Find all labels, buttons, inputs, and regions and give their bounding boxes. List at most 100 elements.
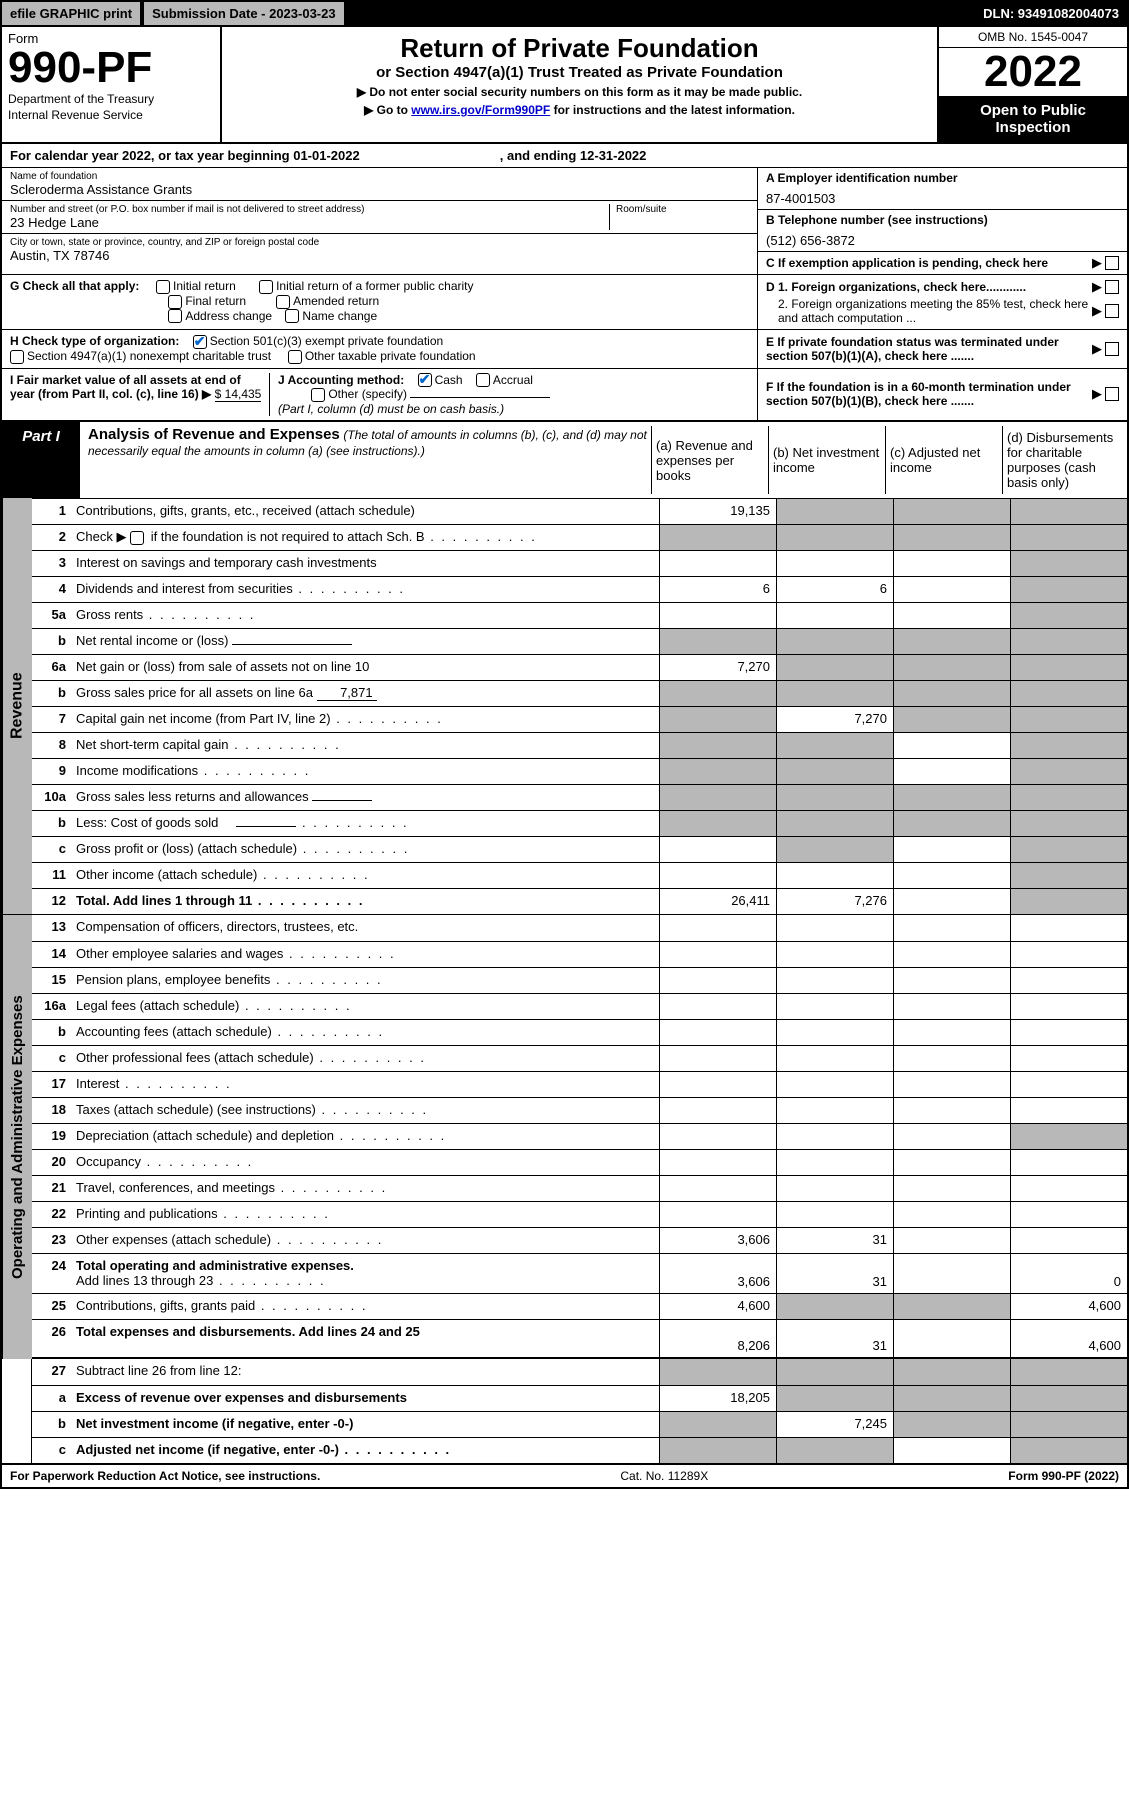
d2-checkbox[interactable] xyxy=(1105,304,1119,318)
line27-section: 27Subtract line 26 from line 12: aExcess… xyxy=(2,1359,1127,1463)
footer-center: Cat. No. 11289X xyxy=(320,1469,1008,1483)
l7-b: 7,270 xyxy=(776,707,893,732)
e-checkbox[interactable] xyxy=(1105,342,1119,356)
h1: Section 501(c)(3) exempt private foundat… xyxy=(210,334,443,348)
l10b-num: b xyxy=(32,811,72,836)
form-title: Return of Private Foundation xyxy=(232,33,927,64)
j2-checkbox[interactable] xyxy=(476,373,490,387)
dept-treasury: Department of the Treasury xyxy=(8,92,214,106)
e-label: E If private foundation status was termi… xyxy=(766,335,1092,363)
g5: Address change xyxy=(185,309,272,323)
c-checkbox[interactable] xyxy=(1105,256,1119,270)
section-h-e: H Check type of organization: Section 50… xyxy=(2,330,1127,369)
section-i-j-f: I Fair market value of all assets at end… xyxy=(2,369,1127,423)
c-cell: C If exemption application is pending, c… xyxy=(758,252,1127,274)
g2-checkbox[interactable] xyxy=(259,280,273,294)
l3-desc: Interest on savings and temporary cash i… xyxy=(72,551,659,576)
j2: Accrual xyxy=(493,373,533,387)
ein-cell: A Employer identification number 87-4001… xyxy=(758,168,1127,210)
l23-a: 3,606 xyxy=(659,1228,776,1253)
city-cell: City or town, state or province, country… xyxy=(2,234,757,266)
f-section: F If the foundation is in a 60-month ter… xyxy=(757,369,1127,421)
dln-label: DLN: 93491082004073 xyxy=(975,2,1127,25)
j3: Other (specify) xyxy=(328,387,407,401)
l10a-desc: Gross sales less returns and allowances xyxy=(72,785,659,810)
g2: Initial return of a former public charit… xyxy=(276,279,473,293)
l1-num: 1 xyxy=(32,499,72,524)
tax-year: 2022 xyxy=(939,48,1127,96)
name-label: Name of foundation xyxy=(10,171,749,182)
g1-checkbox[interactable] xyxy=(156,280,170,294)
l25-d: 4,600 xyxy=(1010,1294,1127,1319)
l10b-desc: Less: Cost of goods sold xyxy=(72,811,659,836)
g4-checkbox[interactable] xyxy=(276,295,290,309)
top-bar: efile GRAPHIC print Submission Date - 20… xyxy=(2,2,1127,27)
part1-label: Part I xyxy=(2,422,80,498)
line27-rows: 27Subtract line 26 from line 12: aExcess… xyxy=(32,1359,1127,1463)
foundation-name: Scleroderma Assistance Grants xyxy=(10,182,749,197)
note-link: ▶ Go to www.irs.gov/Form990PF for instru… xyxy=(232,103,927,117)
j-note: (Part I, column (d) must be on cash basi… xyxy=(278,402,504,416)
l4-desc: Dividends and interest from securities xyxy=(72,577,659,602)
g5-checkbox[interactable] xyxy=(168,309,182,323)
l4-num: 4 xyxy=(32,577,72,602)
l6b-desc: Gross sales price for all assets on line… xyxy=(72,681,659,706)
h3: Other taxable private foundation xyxy=(305,349,476,363)
l5b-desc: Net rental income or (loss) xyxy=(72,629,659,654)
l11-desc: Other income (attach schedule) xyxy=(72,863,659,888)
irs-label: Internal Revenue Service xyxy=(8,108,214,122)
l2-num: 2 xyxy=(32,525,72,550)
entity-right: A Employer identification number 87-4001… xyxy=(757,168,1127,274)
spacer xyxy=(2,1359,32,1463)
col-c-header: (c) Adjusted net income xyxy=(885,426,1002,494)
expenses-sidelabel: Operating and Administrative Expenses xyxy=(2,915,32,1359)
revenue-section: Revenue 1Contributions, gifts, grants, e… xyxy=(2,498,1127,914)
l1-desc: Contributions, gifts, grants, etc., rece… xyxy=(72,499,659,524)
h1-checkbox[interactable] xyxy=(193,335,207,349)
page-footer: For Paperwork Reduction Act Notice, see … xyxy=(2,1463,1127,1487)
d1-checkbox[interactable] xyxy=(1105,280,1119,294)
submission-date: Submission Date - 2023-03-23 xyxy=(144,2,344,25)
l6b-num: b xyxy=(32,681,72,706)
l8-desc: Net short-term capital gain xyxy=(72,733,659,758)
irs-link[interactable]: www.irs.gov/Form990PF xyxy=(411,103,550,117)
footer-left: For Paperwork Reduction Act Notice, see … xyxy=(10,1469,320,1483)
d-section: D 1. Foreign organizations, check here..… xyxy=(757,275,1127,329)
revenue-sidelabel: Revenue xyxy=(2,498,32,914)
h3-checkbox[interactable] xyxy=(288,350,302,364)
h2: Section 4947(a)(1) nonexempt charitable … xyxy=(27,349,271,363)
expenses-rows: 13Compensation of officers, directors, t… xyxy=(32,915,1127,1359)
col-d-header: (d) Disbursements for charitable purpose… xyxy=(1002,426,1119,494)
j1-checkbox[interactable] xyxy=(418,373,432,387)
entity-info: Name of foundation Scleroderma Assistanc… xyxy=(2,168,1127,275)
g6-checkbox[interactable] xyxy=(285,309,299,323)
l27a-a: 18,205 xyxy=(659,1386,776,1411)
g-section: G Check all that apply: Initial return I… xyxy=(2,275,757,329)
l1-c xyxy=(893,499,1010,524)
g-label: G Check all that apply: xyxy=(10,279,139,293)
e-section: E If private foundation status was termi… xyxy=(757,330,1127,368)
expenses-section: Operating and Administrative Expenses 13… xyxy=(2,914,1127,1359)
l6a-desc: Net gain or (loss) from sale of assets n… xyxy=(72,655,659,680)
i-value: $ 14,435 xyxy=(215,387,262,402)
col-b-header: (b) Net investment income xyxy=(768,426,885,494)
open-pub2: Inspection xyxy=(943,119,1123,136)
l12-a: 26,411 xyxy=(659,889,776,914)
calendar-year-row: For calendar year 2022, or tax year begi… xyxy=(2,144,1127,168)
arrow-icon: ▶ xyxy=(1092,386,1102,402)
note2-pre: ▶ Go to xyxy=(364,103,411,117)
l12-num: 12 xyxy=(32,889,72,914)
l9-desc: Income modifications xyxy=(72,759,659,784)
f-checkbox[interactable] xyxy=(1105,387,1119,401)
l6a-num: 6a xyxy=(32,655,72,680)
form-container: efile GRAPHIC print Submission Date - 20… xyxy=(0,0,1129,1489)
j3-checkbox[interactable] xyxy=(311,388,325,402)
street-address: 23 Hedge Lane xyxy=(10,215,609,230)
header-right: OMB No. 1545-0047 2022 Open to Public In… xyxy=(937,27,1127,142)
h2-checkbox[interactable] xyxy=(10,350,24,364)
i-label: I Fair market value of all assets at end… xyxy=(10,373,241,401)
l2-checkbox[interactable] xyxy=(130,531,144,545)
l7-num: 7 xyxy=(32,707,72,732)
phone-label: B Telephone number (see instructions) xyxy=(766,213,1119,227)
g3-checkbox[interactable] xyxy=(168,295,182,309)
